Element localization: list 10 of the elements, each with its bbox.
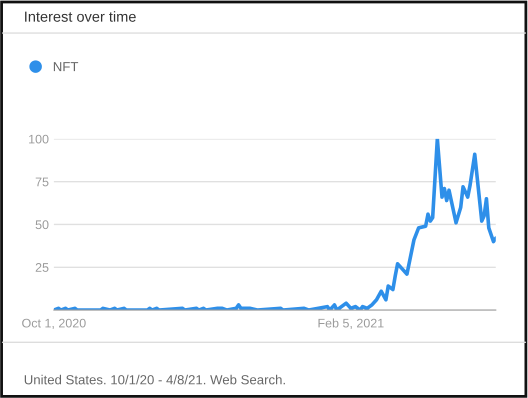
- y-tick-label: 75: [36, 178, 48, 186]
- line-series: [54, 138, 496, 310]
- y-tick-label: 25: [36, 263, 48, 272]
- chart-title: Interest over time: [25, 11, 136, 22]
- x-tick-label: Oct 1, 2020: [22, 318, 86, 330]
- legend-label: NFT: [54, 62, 78, 72]
- y-tick-label: 100: [29, 134, 49, 144]
- x-tick-label: Feb 5, 2021: [318, 318, 384, 330]
- y-tick-label: 50: [36, 220, 49, 230]
- text: United States. 10/1/20 - 4/8/21. Web Search.: [24, 374, 285, 384]
